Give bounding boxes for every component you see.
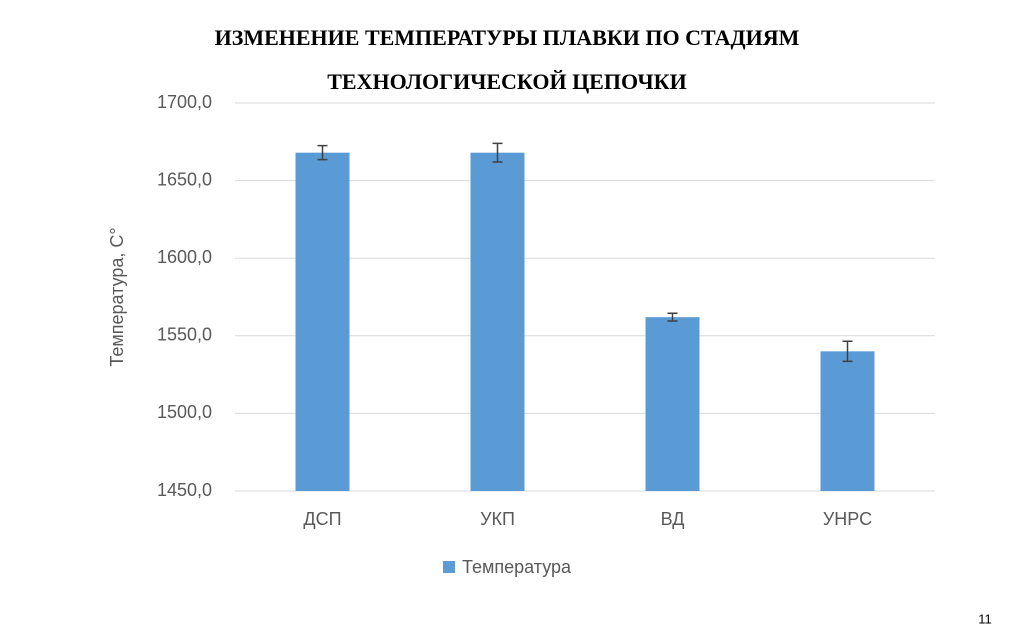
legend-label: Температура xyxy=(462,557,572,577)
bar xyxy=(820,351,875,491)
y-tick-label: 1450,0 xyxy=(157,480,212,500)
error-bar xyxy=(842,340,853,363)
page-number: 11 xyxy=(978,611,992,626)
y-tick-label: 1650,0 xyxy=(157,169,212,189)
y-tick-label: 1500,0 xyxy=(157,402,212,422)
y-tick-label: 1700,0 xyxy=(157,92,212,112)
x-tick-label: ВД xyxy=(661,509,685,529)
bar xyxy=(295,152,350,491)
bar xyxy=(645,317,700,491)
error-bar xyxy=(492,142,503,163)
y-axis-title: Температура, С° xyxy=(107,227,127,366)
y-tick-label: 1600,0 xyxy=(157,247,212,267)
x-tick-label: УНРС xyxy=(823,509,872,529)
y-tick-label: 1550,0 xyxy=(157,325,212,345)
error-bar xyxy=(317,144,328,161)
error-bar xyxy=(667,312,678,322)
x-tick-label: УКП xyxy=(480,509,515,529)
legend-swatch xyxy=(443,561,455,573)
bar xyxy=(470,152,525,491)
chart-title: ИЗМЕНЕНИЕ ТЕМПЕРАТУРЫ ПЛАВКИ ПО СТАДИЯМ xyxy=(215,25,800,50)
x-tick-label: ДСП xyxy=(303,509,341,529)
chart-title: ТЕХНОЛОГИЧЕСКОЙ ЦЕПОЧКИ xyxy=(327,69,687,94)
